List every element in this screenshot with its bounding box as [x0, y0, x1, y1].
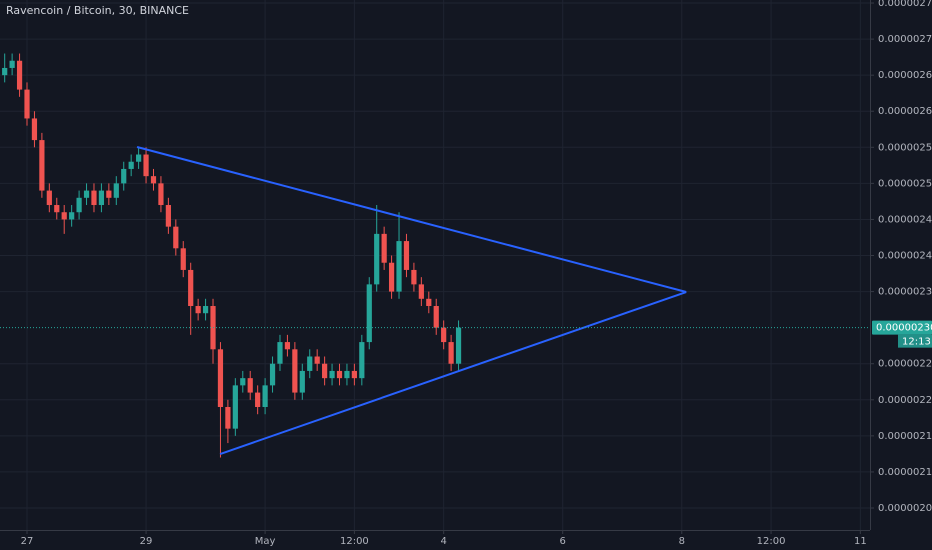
candle-body: [433, 306, 439, 328]
candle-body: [31, 118, 38, 141]
candle-body: [16, 60, 23, 90]
candle-body: [255, 392, 261, 408]
x-tick-label: 6: [560, 536, 566, 547]
y-tick-label: 0.00000235: [878, 287, 932, 298]
candle-body: [225, 407, 231, 429]
candle-body: [381, 233, 387, 263]
candle-body: [232, 385, 238, 429]
candle-body: [344, 370, 350, 379]
candle-body: [54, 205, 60, 213]
candle-body: [314, 356, 320, 364]
candle-body: [202, 306, 209, 314]
candle-body: [46, 190, 52, 206]
candle-body: [441, 327, 447, 343]
candle-body: [411, 269, 417, 285]
candle-body: [336, 370, 343, 379]
x-tick-label: 4: [440, 536, 446, 547]
candle-body: [307, 356, 313, 371]
candle-body: [113, 183, 119, 198]
x-tick-label: 29: [140, 536, 153, 547]
candle-body: [173, 226, 179, 249]
candle-body: [91, 190, 97, 206]
candle-body: [247, 378, 253, 393]
candle-body: [121, 168, 127, 184]
y-tick-label: 0.00000225: [878, 359, 932, 370]
x-tick-label: 8: [679, 536, 685, 547]
candle-body: [39, 140, 45, 191]
countdown-box: [898, 334, 932, 348]
last-price-label: 0.00000230: [876, 323, 932, 334]
candle-body: [24, 89, 30, 119]
candle-body: [158, 183, 164, 206]
candle-body: [374, 233, 380, 285]
candle-body: [299, 370, 305, 393]
candle-body: [150, 176, 157, 184]
candle-body: [359, 342, 365, 379]
candle-body: [128, 161, 134, 169]
candle-body: [76, 197, 82, 213]
candle-body: [2, 67, 8, 76]
candle-body: [240, 378, 246, 386]
trend-line: [136, 146, 687, 293]
candle-body: [217, 349, 224, 408]
candle-body: [351, 370, 357, 379]
candle-body: [195, 306, 201, 314]
y-tick-label: 0.00000255: [878, 142, 932, 153]
x-tick-label: May: [255, 536, 276, 547]
candle-body: [180, 248, 186, 270]
candle-body: [292, 349, 298, 393]
candle-body: [284, 342, 291, 350]
countdown-label: 12:13: [902, 337, 931, 348]
candle-body: [69, 212, 75, 220]
y-tick-label: 0.00000275: [878, 0, 932, 9]
candle-body: [61, 212, 67, 220]
candle-body: [403, 241, 410, 270]
candle-body: [106, 190, 112, 198]
candle-body: [455, 327, 462, 364]
candle-body: [136, 154, 142, 162]
candle-body: [418, 284, 424, 299]
x-tick-label: 11: [854, 536, 867, 547]
candle-body: [426, 298, 432, 307]
y-tick-label: 0.00000215: [878, 431, 932, 442]
candle-body: [165, 205, 171, 227]
y-tick-label: 0.00000245: [878, 214, 932, 225]
y-tick-label: 0.00000205: [878, 503, 932, 514]
candle-body: [388, 262, 395, 292]
candle-body: [262, 385, 268, 408]
x-tick-label: 12:00: [757, 536, 786, 547]
candle-body: [9, 60, 15, 68]
x-tick-label: 12:00: [340, 536, 369, 547]
candle-body: [322, 363, 328, 379]
candle-body: [448, 342, 454, 364]
candle-body: [83, 190, 90, 198]
candle-body: [269, 363, 276, 386]
candle-body: [143, 154, 149, 177]
candle-body: [366, 284, 372, 343]
y-tick-label: 0.00000265: [878, 70, 932, 81]
candle-body: [329, 370, 335, 379]
trend-line: [219, 291, 687, 455]
chart-title: Ravencoin / Bitcoin, 30, BINANCE: [6, 4, 189, 17]
candle-body: [277, 342, 283, 364]
x-tick-label: 27: [21, 536, 34, 547]
candle-body: [98, 190, 105, 206]
candle-body: [188, 269, 194, 307]
last-price-box: [872, 320, 932, 335]
candle-body: [396, 241, 402, 292]
